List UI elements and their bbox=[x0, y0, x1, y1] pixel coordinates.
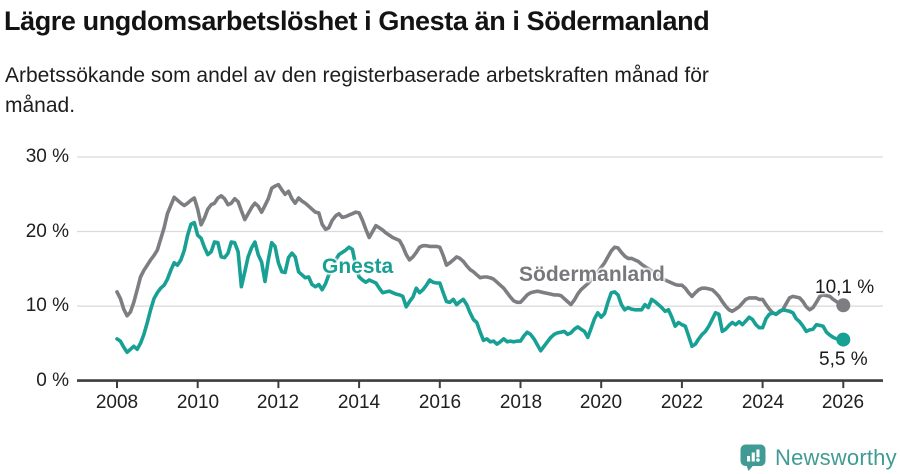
y-tick-label: 10 % bbox=[25, 295, 69, 316]
brand-name: Newsworthy bbox=[775, 444, 897, 470]
bar-chart-speech-bubble-icon bbox=[740, 444, 766, 471]
gnesta-series-label: Gnesta bbox=[322, 255, 394, 278]
x-tick-label: 2020 bbox=[579, 392, 623, 413]
x-axis bbox=[77, 379, 883, 389]
chart-title: Lägre ungdomsarbetslöshet i Gnesta än i … bbox=[4, 6, 710, 36]
x-tick-label: 2008 bbox=[95, 392, 139, 413]
gnesta-end-dot bbox=[836, 332, 851, 347]
x-tick-label: 2024 bbox=[741, 392, 785, 413]
x-tick-label: 2026 bbox=[821, 392, 865, 413]
y-tick-label: 0 % bbox=[36, 370, 69, 391]
y-tick-label: 30 % bbox=[25, 146, 69, 167]
x-tick-label: 2010 bbox=[176, 392, 220, 413]
y-tick-label: 20 % bbox=[25, 221, 69, 242]
sodermanland-series-label: Södermanland bbox=[519, 263, 665, 286]
chart-subtitle-line-2: månad. bbox=[5, 94, 76, 117]
gnesta-end-value-label: 5,5 % bbox=[819, 349, 868, 370]
sodermanland-end-value-label: 10,1 % bbox=[815, 277, 875, 298]
x-tick-label: 2012 bbox=[256, 392, 300, 413]
gnesta-line bbox=[115, 220, 846, 355]
x-tick-label: 2018 bbox=[499, 392, 543, 413]
newsworthy-logo: Newsworthy bbox=[739, 443, 897, 472]
x-tick-label: 2022 bbox=[660, 392, 704, 413]
sodermanland-end-dot bbox=[836, 298, 851, 313]
series-lines bbox=[115, 182, 851, 355]
sodermanland-line bbox=[115, 182, 846, 318]
gridlines bbox=[77, 156, 883, 307]
x-tick-label: 2014 bbox=[337, 392, 381, 413]
x-tick-label: 2016 bbox=[418, 392, 462, 413]
chart-subtitle-line-1: Arbetssökande som andel av den registerb… bbox=[5, 64, 709, 87]
